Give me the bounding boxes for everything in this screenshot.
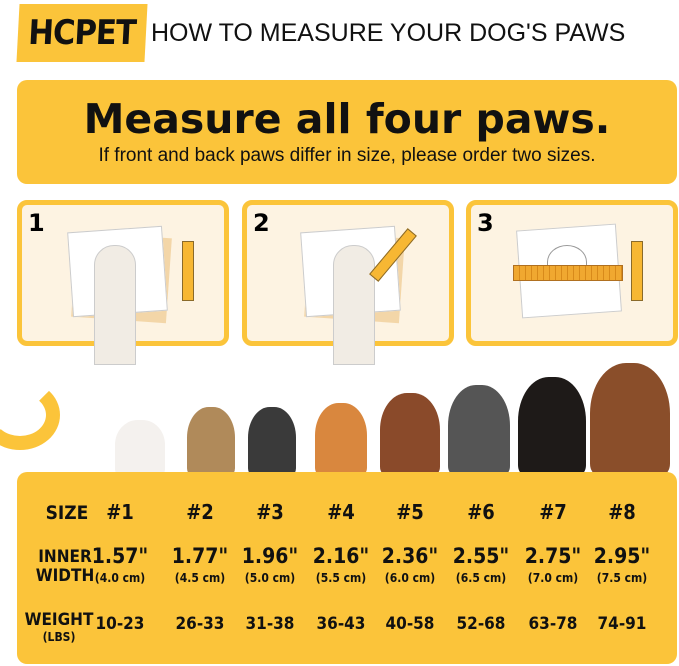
size-number: #2: [186, 500, 214, 524]
size-number: #6: [467, 500, 495, 524]
inner-width-inches: 2.75": [524, 544, 582, 568]
step-1-panel: 1: [17, 200, 229, 365]
inner-width-inches: 2.16": [312, 544, 370, 568]
banner-subtext: If front and back paws differ in size, p…: [98, 145, 596, 166]
dog-image: [248, 407, 296, 475]
size-number: #8: [608, 500, 636, 524]
inner-width-inches: 2.55": [452, 544, 510, 568]
weight-range: 74-91: [597, 614, 647, 634]
paw-icon: [333, 245, 375, 365]
inner-width-inches: 1.96": [241, 544, 299, 568]
weight-range: 52-68: [456, 614, 506, 634]
brand-logo: HCPET: [16, 4, 148, 62]
size-number: #3: [256, 500, 284, 524]
inner-width-inches: 1.57": [91, 544, 149, 568]
step-number: 2: [253, 209, 270, 237]
size-chart: SIZE INNER WIDTH WEIGHT (LBS) #1 1.57" (4.0 …: [17, 472, 677, 664]
inner-width-label-line2: WIDTH: [35, 566, 95, 586]
weight-range: 31-38: [245, 614, 295, 634]
dog-image: [448, 385, 510, 475]
dog-image: [590, 363, 670, 475]
weight-range: 10-23: [95, 614, 145, 634]
inner-width-label-line1: INNER: [38, 547, 92, 567]
weight-range: 36-43: [316, 614, 366, 634]
ruler-icon: [513, 265, 623, 281]
step-number: 1: [28, 209, 45, 237]
weight-label: WEIGHT (LBS): [19, 610, 99, 644]
instruction-banner: Measure all four paws. If front and back…: [17, 80, 677, 184]
step-2-panel: 2: [242, 200, 454, 365]
inner-width-inches: 2.36": [381, 544, 439, 568]
inner-width-cm: (6.0 cm): [384, 571, 436, 585]
weight-range: 26-33: [175, 614, 225, 634]
inner-width-cm: (5.0 cm): [244, 571, 296, 585]
size-number: #5: [396, 500, 424, 524]
banner-headline: Measure all four paws.: [83, 95, 611, 143]
weight-unit: (LBS): [42, 630, 76, 644]
inner-width-cm: (7.0 cm): [527, 571, 579, 585]
step-number: 3: [477, 209, 494, 237]
inner-width-inches: 2.95": [593, 544, 651, 568]
dog-image: [518, 377, 586, 475]
weight-range: 40-58: [385, 614, 435, 634]
step-3-panel: 3: [466, 200, 678, 346]
pencil-icon: [182, 241, 194, 301]
size-number: #4: [327, 500, 355, 524]
dog-image: [315, 403, 367, 475]
size-number: #1: [106, 500, 134, 524]
inner-width-inches: 1.77": [171, 544, 229, 568]
size-number: #7: [539, 500, 567, 524]
size-label: SIZE: [45, 502, 89, 524]
inner-width-cm: (6.5 cm): [455, 571, 507, 585]
weight-label-text: WEIGHT: [24, 610, 94, 630]
inner-width-cm: (4.5 cm): [174, 571, 226, 585]
weight-range: 63-78: [528, 614, 578, 634]
brand-name: HCPET: [27, 13, 137, 53]
inner-width-cm: (5.5 cm): [315, 571, 367, 585]
paw-icon: [94, 245, 136, 365]
dog-image: [187, 407, 235, 475]
pencil-icon: [631, 241, 643, 301]
dog-image: [115, 420, 165, 475]
dog-image: [380, 393, 440, 475]
inner-width-cm: (4.0 cm): [94, 571, 146, 585]
inner-width-cm: (7.5 cm): [596, 571, 648, 585]
page-title: HOW TO MEASURE YOUR DOG'S PAWS: [151, 19, 626, 47]
dog-breeds-lineup: [0, 360, 679, 475]
decorative-swoosh-icon: [0, 380, 60, 450]
inner-width-label: INNER WIDTH: [25, 548, 105, 586]
